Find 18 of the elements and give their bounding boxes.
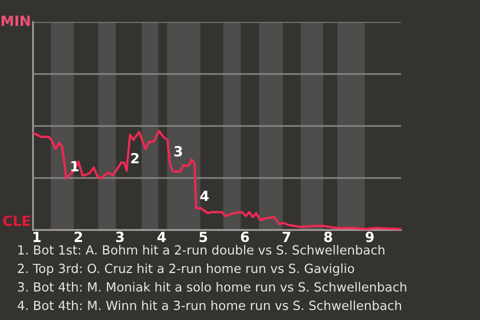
text: MIN [2,16,30,26]
text: CLE [3,216,30,226]
text: 4. Bot 4th: M. Winn hit a 3-run home run vs S. Schwellenbach [18,300,402,310]
x-tick-label: 5 [200,232,208,242]
text: 3. Bot 4th: M. Moniak hit a solo home run vs S. Schwellenbach [18,282,406,292]
x-tick-label: 7 [282,232,290,242]
annotation: 2 [131,152,139,164]
x-tick-label: 8 [324,232,332,242]
annotation: 3 [174,146,182,157]
x-tick-label: 2 [74,232,82,242]
x-tick-label: 6 [240,232,249,242]
x-tick-label: 9 [366,232,374,242]
text: 1. Bot 1st: A. Bohm hit a 2-run double vs S. Schwellenbach [18,244,384,255]
x-tick-label: 4 [157,232,166,242]
x-tick-label: 3 [116,232,124,242]
x-tick-label: 1 [33,232,41,242]
annotation: 4 [200,190,209,201]
text: 2. Top 3rd: O. Cruz hit a 2-run home run vs S. Gaviglio [18,263,354,276]
